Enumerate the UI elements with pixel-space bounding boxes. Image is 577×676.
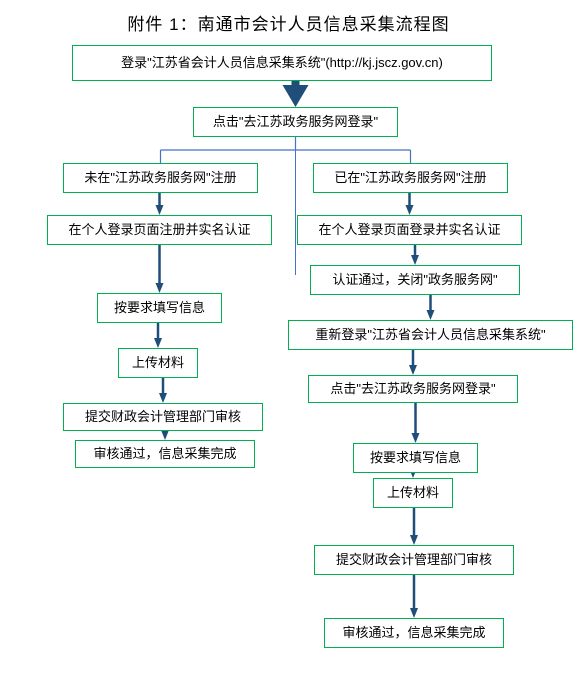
flow-node-n11: 认证通过，关闭"政务服务网"	[310, 265, 520, 295]
flow-node-n10: 审核通过，信息采集完成	[75, 440, 255, 468]
flow-node-n8: 上传材料	[118, 348, 198, 378]
flow-node-n7: 按要求填写信息	[97, 293, 222, 323]
flow-node-n1: 登录"江苏省会计人员信息采集系统"(http://kj.jscz.gov.cn)	[72, 45, 492, 81]
flow-node-n4: 已在"江苏政务服务网"注册	[313, 163, 508, 193]
flow-node-n16: 提交财政会计管理部门审核	[314, 545, 514, 575]
page-title: 附件 1：南通市会计人员信息采集流程图	[0, 10, 577, 35]
flow-node-n5: 在个人登录页面注册并实名认证	[47, 215, 272, 245]
flow-node-n3: 未在"江苏政务服务网"注册	[63, 163, 258, 193]
flow-node-n15: 上传材料	[373, 478, 453, 508]
flow-node-n13: 点击"去江苏政务服务网登录"	[308, 375, 518, 403]
flow-node-n9: 提交财政会计管理部门审核	[63, 403, 263, 431]
flow-node-n17: 审核通过，信息采集完成	[324, 618, 504, 648]
flow-node-n14: 按要求填写信息	[353, 443, 478, 473]
flow-node-n2: 点击"去江苏政务服务网登录"	[193, 107, 398, 137]
flow-node-n6: 在个人登录页面登录并实名认证	[297, 215, 522, 245]
flow-node-n12: 重新登录"江苏省会计人员信息采集系统"	[288, 320, 573, 350]
